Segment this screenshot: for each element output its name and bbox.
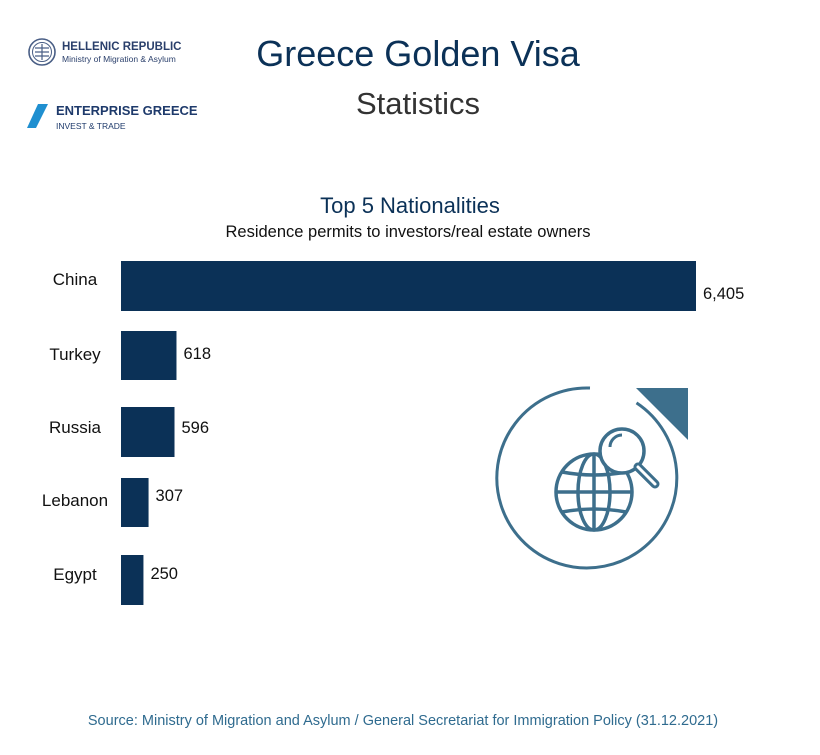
bar: [121, 478, 149, 527]
page-title: Greece Golden Visa: [256, 33, 581, 74]
enterprise-logo-line2: INVEST & TRADE: [56, 121, 126, 131]
data-label: 250: [150, 565, 178, 583]
data-label: 596: [182, 419, 210, 437]
chart-subtitle: Residence permits to investors/real esta…: [226, 223, 591, 241]
hellenic-logo-line2: Ministry of Migration & Asylum: [62, 54, 176, 64]
source-note: Source: Ministry of Migration and Asylum…: [88, 713, 718, 729]
enterprise-chevron-icon: [27, 104, 48, 128]
data-label: 307: [156, 487, 184, 505]
data-label: 6,405: [703, 285, 744, 303]
hellenic-republic-logo: HELLENIC REPUBLIC Ministry of Migration …: [28, 38, 181, 66]
bar: [121, 407, 175, 457]
bar: [121, 261, 696, 311]
chart-title: Top 5 Nationalities: [320, 193, 500, 218]
enterprise-logo-line1: ENTERPRISE GREECE: [56, 103, 198, 118]
bar-chart: China 6,405 Turkey 618 Russia 596 Lebanon 307 Eg…: [42, 261, 744, 605]
globe-search-icon: [495, 386, 688, 570]
page-subtitle: Statistics: [356, 86, 480, 121]
bar: [121, 555, 144, 605]
category-label: Lebanon: [42, 491, 108, 510]
category-label: China: [53, 270, 98, 289]
category-label: Turkey: [49, 345, 101, 364]
category-label: Russia: [49, 418, 102, 437]
bar: [121, 331, 177, 380]
crest-icon: [28, 38, 56, 66]
data-label: 618: [183, 345, 211, 363]
category-label: Egypt: [53, 565, 97, 584]
hellenic-logo-line1: HELLENIC REPUBLIC: [62, 41, 181, 53]
enterprise-greece-logo: ENTERPRISE GREECE INVEST & TRADE: [27, 103, 198, 131]
